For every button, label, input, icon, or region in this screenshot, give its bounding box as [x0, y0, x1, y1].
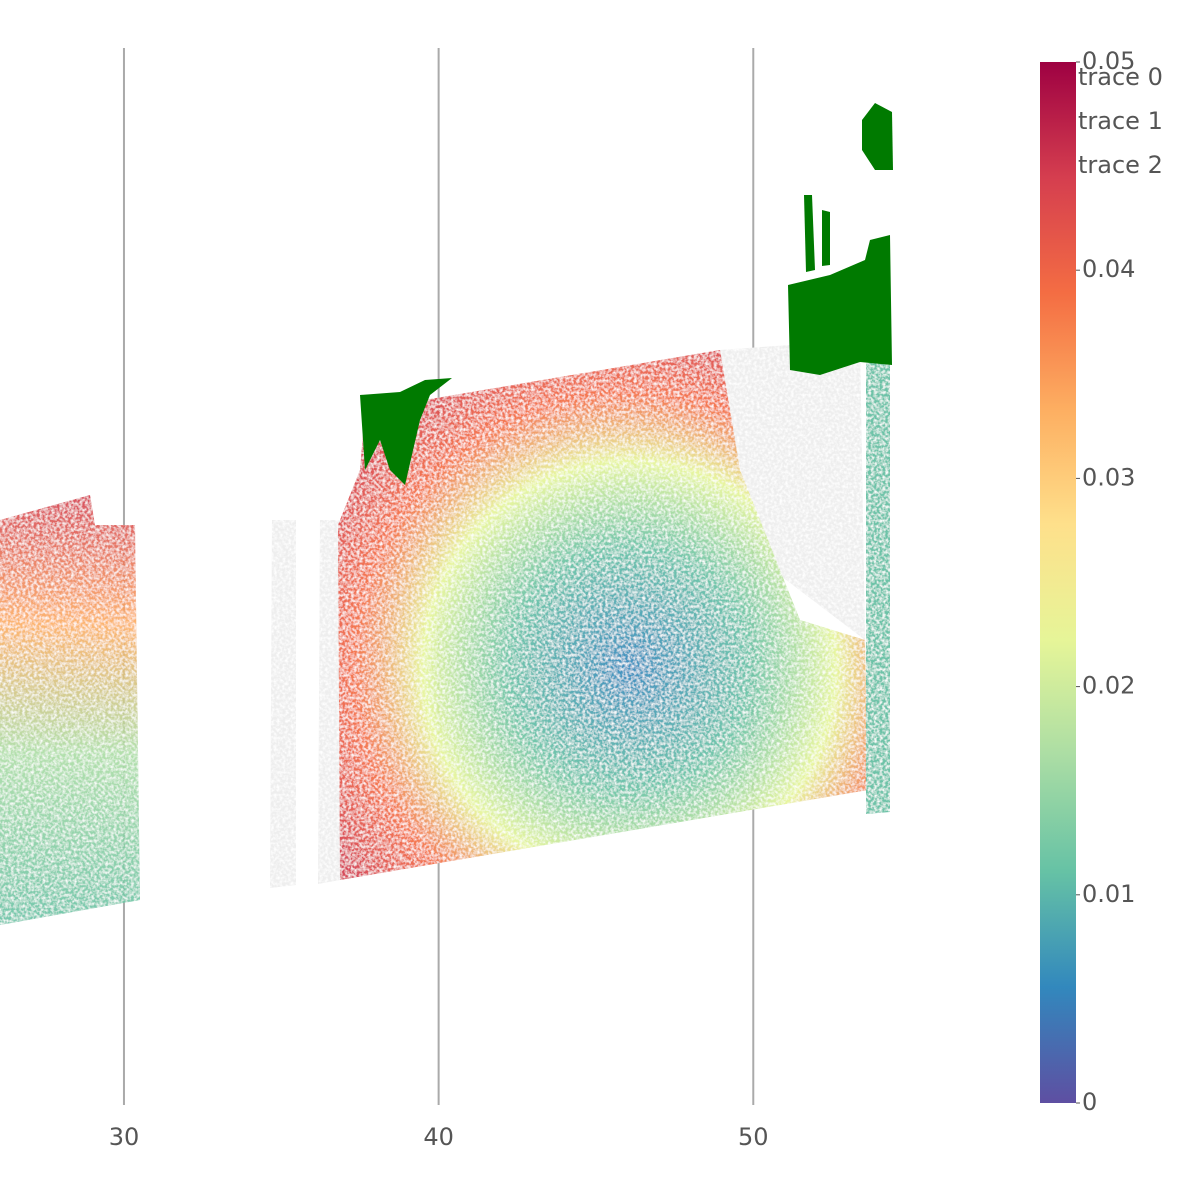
legend-entry: trace 2: [1078, 151, 1163, 179]
green-blobs: [360, 103, 893, 485]
blob: [804, 195, 815, 272]
colorbar-tick-label: 0.01: [1082, 880, 1135, 908]
x-tick-label: 40: [423, 1123, 454, 1151]
x-tick-label: 30: [109, 1123, 140, 1151]
cloud-grey: [720, 340, 865, 640]
blob: [788, 235, 892, 375]
cloud-teal: [866, 358, 890, 814]
colorbar-tick-label: 0.02: [1082, 672, 1135, 700]
colorbar-tick-label: 0: [1082, 1088, 1097, 1116]
blob: [360, 378, 452, 485]
legend-entry: trace 1: [1078, 107, 1163, 135]
colorbar-tick-label: 0.05: [1082, 47, 1135, 75]
blob: [862, 103, 893, 170]
x-tick-label: 50: [738, 1123, 769, 1151]
blob: [822, 210, 830, 266]
legend-entry: trace 0: [1078, 63, 1163, 91]
point-clouds: [0, 340, 890, 925]
colorbar-tick-label: 0.03: [1082, 463, 1135, 491]
cloud-strip: [270, 520, 296, 888]
colorbar: [1040, 62, 1076, 1103]
colorbar-tick-label: 0.04: [1082, 255, 1135, 283]
cloud-left: [0, 495, 140, 925]
cloud-strip: [318, 520, 340, 884]
cloud-main: [338, 350, 868, 880]
